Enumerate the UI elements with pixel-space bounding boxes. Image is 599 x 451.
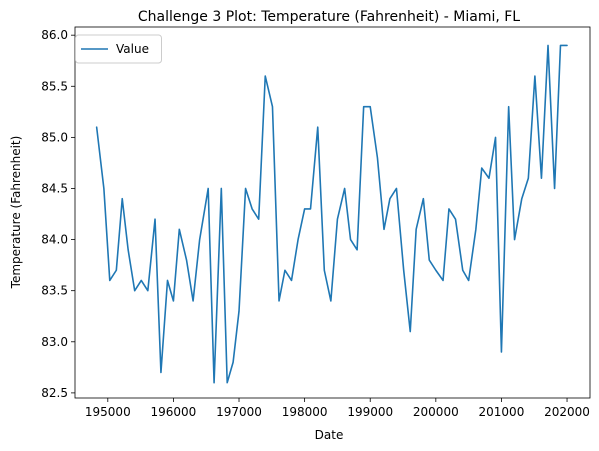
legend-label-value: Value	[116, 42, 149, 56]
y-tick-label: 82.5	[41, 386, 68, 400]
plot-area	[75, 27, 590, 398]
x-tick-label: 195000	[85, 405, 131, 419]
y-tick-label: 85.0	[41, 130, 68, 144]
x-tick-label: 201000	[479, 405, 525, 419]
x-tick-label: 197000	[216, 405, 262, 419]
x-tick-label: 199000	[347, 405, 393, 419]
y-tick-label: 83.0	[41, 335, 68, 349]
y-tick-label: 83.5	[41, 284, 68, 298]
legend: Value	[75, 34, 162, 64]
x-axis-ticks: 195000 196000 197000 198000 199000 200000 2010…	[85, 398, 590, 419]
y-tick-label: 84.5	[41, 181, 68, 195]
y-tick-label: 85.5	[41, 79, 68, 93]
x-tick-label: 202000	[544, 405, 590, 419]
legend-box	[75, 34, 162, 64]
y-tick-label: 84.0	[41, 233, 68, 247]
x-tick-label: 198000	[282, 405, 328, 419]
y-tick-label: 86.0	[41, 28, 68, 42]
y-axis-title: Temperature (Fahrenheit)	[9, 136, 23, 290]
plot-frame	[74, 26, 591, 399]
x-tick-label: 196000	[151, 405, 197, 419]
y-axis-ticks: 82.5 83.0 83.5 84.0 84.5 85.0 85.5 86.0	[41, 28, 75, 400]
series-line-value	[95, 44, 568, 384]
chart-title: Challenge 3 Plot: Temperature (Fahrenhei…	[138, 9, 520, 25]
x-tick-label: 200000	[413, 405, 459, 419]
x-axis-title: Date	[315, 428, 344, 442]
